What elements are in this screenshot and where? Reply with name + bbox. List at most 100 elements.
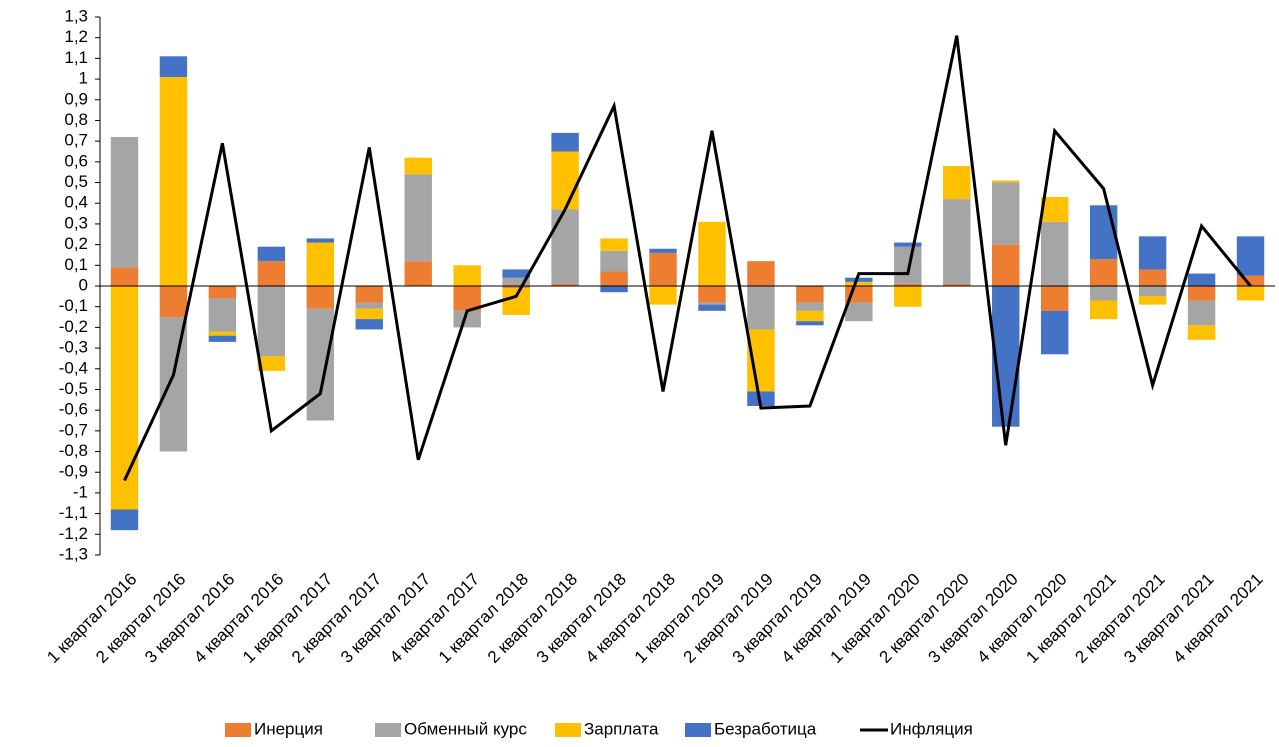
bar-segment bbox=[894, 286, 922, 307]
y-tick-label: 0,1 bbox=[64, 255, 88, 274]
bar-segment bbox=[257, 356, 286, 371]
bar-segment bbox=[747, 286, 775, 330]
bar-segment bbox=[1187, 273, 1216, 286]
bar-segment bbox=[502, 269, 530, 278]
x-tick-label: 2 квартал 2016 bbox=[92, 570, 189, 667]
bar-segment bbox=[1236, 236, 1265, 276]
bar-segment bbox=[1187, 300, 1216, 326]
y-tick-label: -0,1 bbox=[59, 296, 88, 315]
bar-segment bbox=[845, 281, 873, 286]
legend-label: Зарплата bbox=[584, 719, 659, 738]
legend-label: Инфляция bbox=[890, 719, 973, 738]
bar-segment bbox=[649, 252, 677, 286]
bar-segment bbox=[943, 283, 971, 286]
x-tick-label: 4 квартал 2018 bbox=[582, 570, 679, 667]
x-tick-label: 4 квартал 2021 bbox=[1169, 570, 1266, 667]
bar-segment bbox=[551, 283, 579, 286]
y-tick-label: 0,4 bbox=[64, 193, 88, 212]
bar-segment bbox=[1040, 221, 1069, 286]
x-tick-label: 3 квартал 2020 bbox=[924, 570, 1021, 667]
bar-segment bbox=[159, 317, 188, 452]
y-tick-label: -0,8 bbox=[59, 441, 88, 460]
bar-segment bbox=[1187, 325, 1216, 340]
bar-segment bbox=[110, 286, 139, 510]
bar-segment bbox=[796, 310, 824, 322]
bar-segment bbox=[306, 308, 335, 421]
y-tick-label: 0,5 bbox=[64, 172, 88, 191]
bar-segment bbox=[355, 302, 383, 309]
x-tick-label: 1 квартал 2016 bbox=[43, 570, 140, 667]
bar-segment bbox=[1138, 236, 1167, 270]
bar-segment bbox=[747, 391, 775, 407]
y-tick-label: -0,2 bbox=[59, 317, 88, 336]
legend-swatch bbox=[375, 723, 401, 737]
bar-segment bbox=[894, 283, 922, 286]
y-tick-label: 0,7 bbox=[64, 131, 88, 150]
bar-segment bbox=[208, 286, 237, 299]
bar-segment bbox=[698, 286, 726, 303]
bar-segment bbox=[404, 261, 432, 286]
bar-segment bbox=[698, 302, 726, 305]
bar-segment bbox=[110, 267, 139, 286]
bar-segment bbox=[502, 277, 530, 286]
x-tick-label: 4 квартал 2020 bbox=[973, 570, 1070, 667]
bar-segment bbox=[1089, 205, 1118, 260]
bar-segment bbox=[1236, 275, 1265, 286]
bar-segment bbox=[257, 261, 286, 286]
bar-segment bbox=[1040, 310, 1069, 355]
bar-segment bbox=[1089, 286, 1118, 301]
bar-segment bbox=[453, 310, 481, 328]
y-tick-label: -0,9 bbox=[59, 462, 88, 481]
x-tick-label: 3 квартал 2021 bbox=[1120, 570, 1217, 667]
bar-segment bbox=[502, 286, 530, 289]
y-tick-label: -1 bbox=[73, 482, 88, 501]
bar-segment bbox=[551, 151, 579, 210]
y-tick-label: 1,3 bbox=[64, 6, 88, 25]
bar-segment bbox=[747, 261, 775, 286]
x-tick-label: 2 квартал 2019 bbox=[680, 570, 777, 667]
bar-segment bbox=[159, 286, 188, 318]
y-tick-label: -0,6 bbox=[59, 400, 88, 419]
bar-segment bbox=[894, 242, 922, 247]
x-tick-label: 4 квартал 2017 bbox=[386, 570, 483, 667]
bar-segment bbox=[992, 180, 1020, 183]
y-tick-label: -0,4 bbox=[59, 358, 88, 377]
bar-segment bbox=[355, 319, 383, 330]
x-tick-label: 3 квартал 2019 bbox=[729, 570, 826, 667]
bar-segment bbox=[551, 132, 579, 152]
legend-label: Безработица bbox=[714, 719, 817, 738]
line-series bbox=[123, 35, 1252, 482]
x-tick-label: 1 квартал 2019 bbox=[631, 570, 728, 667]
bar-segment bbox=[845, 277, 873, 282]
y-tick-label: 0,2 bbox=[64, 234, 88, 253]
bar-segment bbox=[1089, 300, 1118, 320]
bar-segment bbox=[306, 238, 335, 243]
y-tick-label: 0 bbox=[79, 275, 88, 294]
bar-segment bbox=[698, 221, 726, 286]
bar-segment bbox=[600, 271, 628, 286]
y-tick-label: -1,3 bbox=[59, 544, 88, 563]
bar-segment bbox=[1040, 197, 1069, 222]
x-tick-label: 1 квартал 2017 bbox=[239, 570, 336, 667]
legend-label: Обменный курс bbox=[404, 719, 527, 738]
bar-segment bbox=[257, 246, 286, 262]
y-tick-label: 1,1 bbox=[64, 48, 88, 67]
bar-segment bbox=[404, 174, 432, 262]
x-tick-label: 2 квартал 2021 bbox=[1071, 570, 1168, 667]
y-tick-label: 0,3 bbox=[64, 213, 88, 232]
bar-segment bbox=[306, 242, 335, 286]
y-tick-label: -1,2 bbox=[59, 524, 88, 543]
bar-segment bbox=[845, 302, 873, 322]
bar-segment bbox=[110, 137, 139, 268]
y-tick-label: -1,1 bbox=[59, 503, 88, 522]
bar-segment bbox=[110, 509, 139, 531]
bar-segment bbox=[698, 304, 726, 311]
x-tick-label: 1 квартал 2018 bbox=[435, 570, 532, 667]
bar-segment bbox=[208, 335, 237, 342]
bar-segment bbox=[159, 77, 188, 286]
bar-segment bbox=[649, 248, 677, 253]
legend-swatch bbox=[225, 723, 251, 737]
y-tick-label: 0,6 bbox=[64, 151, 88, 170]
y-tick-label: -0,3 bbox=[59, 338, 88, 357]
